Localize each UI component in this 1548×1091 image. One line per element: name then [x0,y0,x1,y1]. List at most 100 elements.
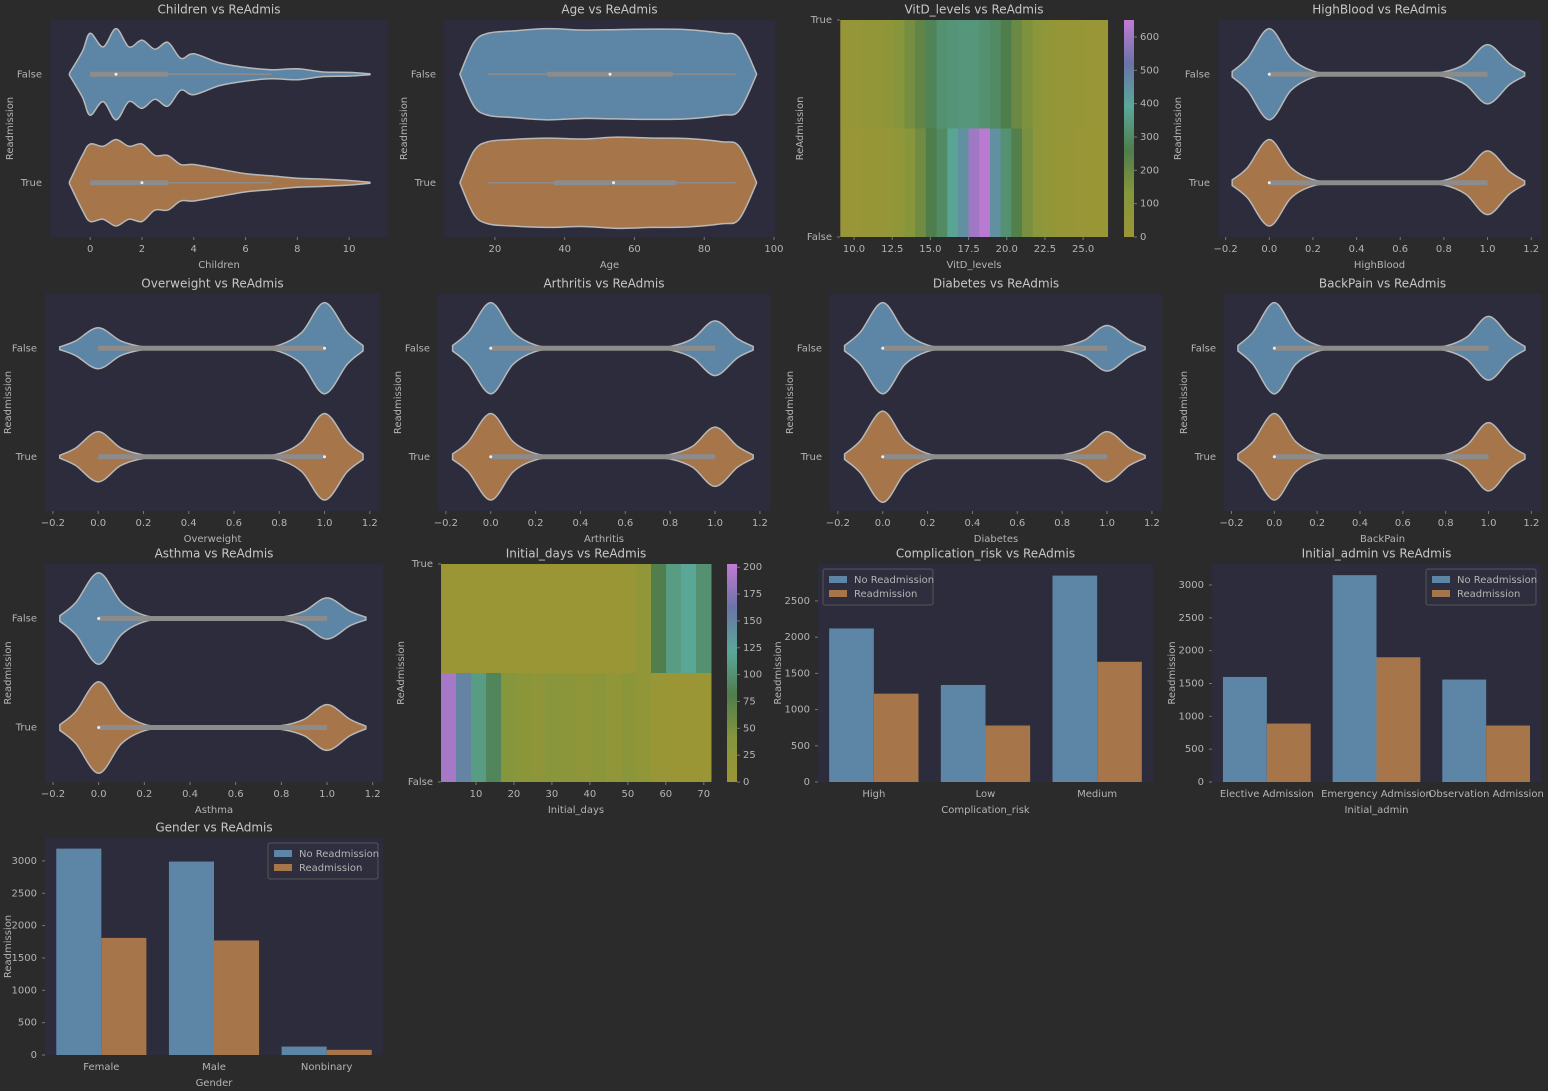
heatmap-cell [850,128,863,237]
colorbar-tick-label: 100 [1140,199,1159,210]
heatmap-cell [516,564,532,673]
heatmap-cell [1000,20,1012,129]
y-axis-label: Readmission [785,371,796,434]
colorbar-tick-label: 25 [743,750,756,761]
heatmap-cell [501,673,517,782]
heatmap-cell [471,673,487,782]
chart-title: BackPain vs ReAdmis [1319,277,1446,291]
chart-title: Diabetes vs ReAdmis [933,277,1059,291]
x-axis-label: Gender [196,1078,234,1089]
heatmap-cell [576,564,592,673]
bar [1486,725,1531,782]
heatmap-cell [989,20,1002,129]
heatmap-cell [1022,128,1034,237]
heatmap-cell [915,20,927,129]
heatmap-cell [968,128,980,237]
heatmap-cell [1054,20,1066,129]
heatmap-cell [979,128,991,237]
heatmap-cell [957,20,970,129]
median [140,181,144,185]
x-tick-label: 1.0 [317,518,333,529]
chart-title: Asthma vs ReAdmis [155,547,274,561]
x-tick-label: 1.0 [319,789,335,800]
x-tick-label: 40 [584,789,597,800]
y-tick-label: True [800,452,822,463]
legend-label: No Readmission [1457,575,1537,586]
chart-title: Complication_risk vs ReAdmis [896,547,1075,561]
heatmap-cell [531,673,547,782]
x-tick-label: 0.8 [273,789,289,800]
y-tick-label: True [810,15,832,26]
heatmap-cell [1022,20,1034,129]
colorbar-tick-label: 400 [1140,99,1159,110]
bar [1442,679,1487,782]
y-tick-label: 1500 [12,953,37,964]
heatmap-cell [1032,128,1044,237]
x-axis-label: Initial_days [548,805,604,816]
colorbar [1124,20,1134,237]
heatmap-cell [1011,20,1023,129]
heatmap-cell [651,564,667,673]
x-tick-label: 0.2 [136,789,152,800]
colorbar-tick-label: 0 [1140,232,1146,243]
y-axis-label: Readmission [3,371,14,434]
y-tick-label: 0 [1198,777,1204,788]
x-tick-label: 6 [242,244,248,255]
heatmap-cell [636,673,652,782]
y-axis-label: Readmission [393,371,404,434]
x-tick-label: 25.0 [1072,244,1094,255]
heatmap-cell [681,564,697,673]
x-tick-label: Emergency Admission [1321,789,1432,800]
x-tick-label: 20 [508,789,521,800]
x-tick-label: 0.6 [617,518,633,529]
median [97,726,101,729]
y-tick-label: False [12,614,37,625]
bar [326,1049,372,1055]
bar [1052,575,1098,782]
median [1267,72,1271,76]
heatmap-cell [576,673,592,782]
heatmap-cell [621,564,637,673]
heatmap-cell [1064,128,1076,237]
legend-swatch [829,576,847,583]
legend-label: Readmission [1457,589,1520,600]
y-axis-label: Readmission [399,97,410,160]
bar [1266,723,1311,782]
x-tick-label: 4 [191,244,197,255]
x-axis-label: VitD_levels [946,260,1001,271]
y-tick-label: False [807,232,832,243]
x-tick-label: 0.0 [1266,518,1282,529]
legend [822,568,934,606]
x-axis-label: Age [600,260,619,271]
y-tick-label: False [797,343,822,354]
x-tick-label: 10 [470,789,483,800]
x-tick-label: −0.2 [41,518,65,529]
bar [985,725,1031,782]
x-tick-label: 1.0 [1481,518,1497,529]
y-tick-label: 2500 [12,888,37,899]
x-tick-label: 22.5 [1034,244,1056,255]
y-tick-label: 2000 [1179,646,1204,657]
heatmap-cell [989,128,1002,237]
x-tick-label: 0.0 [90,518,106,529]
heatmap-cell [456,564,472,673]
x-tick-label: 0.4 [1352,518,1368,529]
colorbar-tick-label: 600 [1140,32,1159,43]
y-tick-label: False [1191,343,1216,354]
median [114,72,118,76]
heatmap-cell [636,564,652,673]
heatmap-cell [441,673,457,782]
heatmap-cell [591,564,607,673]
x-tick-label: 0.4 [1349,244,1365,255]
chart-title: VitD_levels vs ReAdmis [904,3,1043,17]
y-tick-label: True [414,178,436,189]
x-tick-label: 0.4 [964,518,980,529]
heatmap-cell [1000,128,1012,237]
heatmap-cell [850,20,863,129]
legend [267,842,379,880]
y-axis-label: Readmission [5,97,16,160]
heatmap-cell [561,673,577,782]
colorbar-tick-label: 100 [743,670,762,681]
colorbar-tick-label: 75 [743,696,756,707]
heatmap-cell [925,20,938,129]
